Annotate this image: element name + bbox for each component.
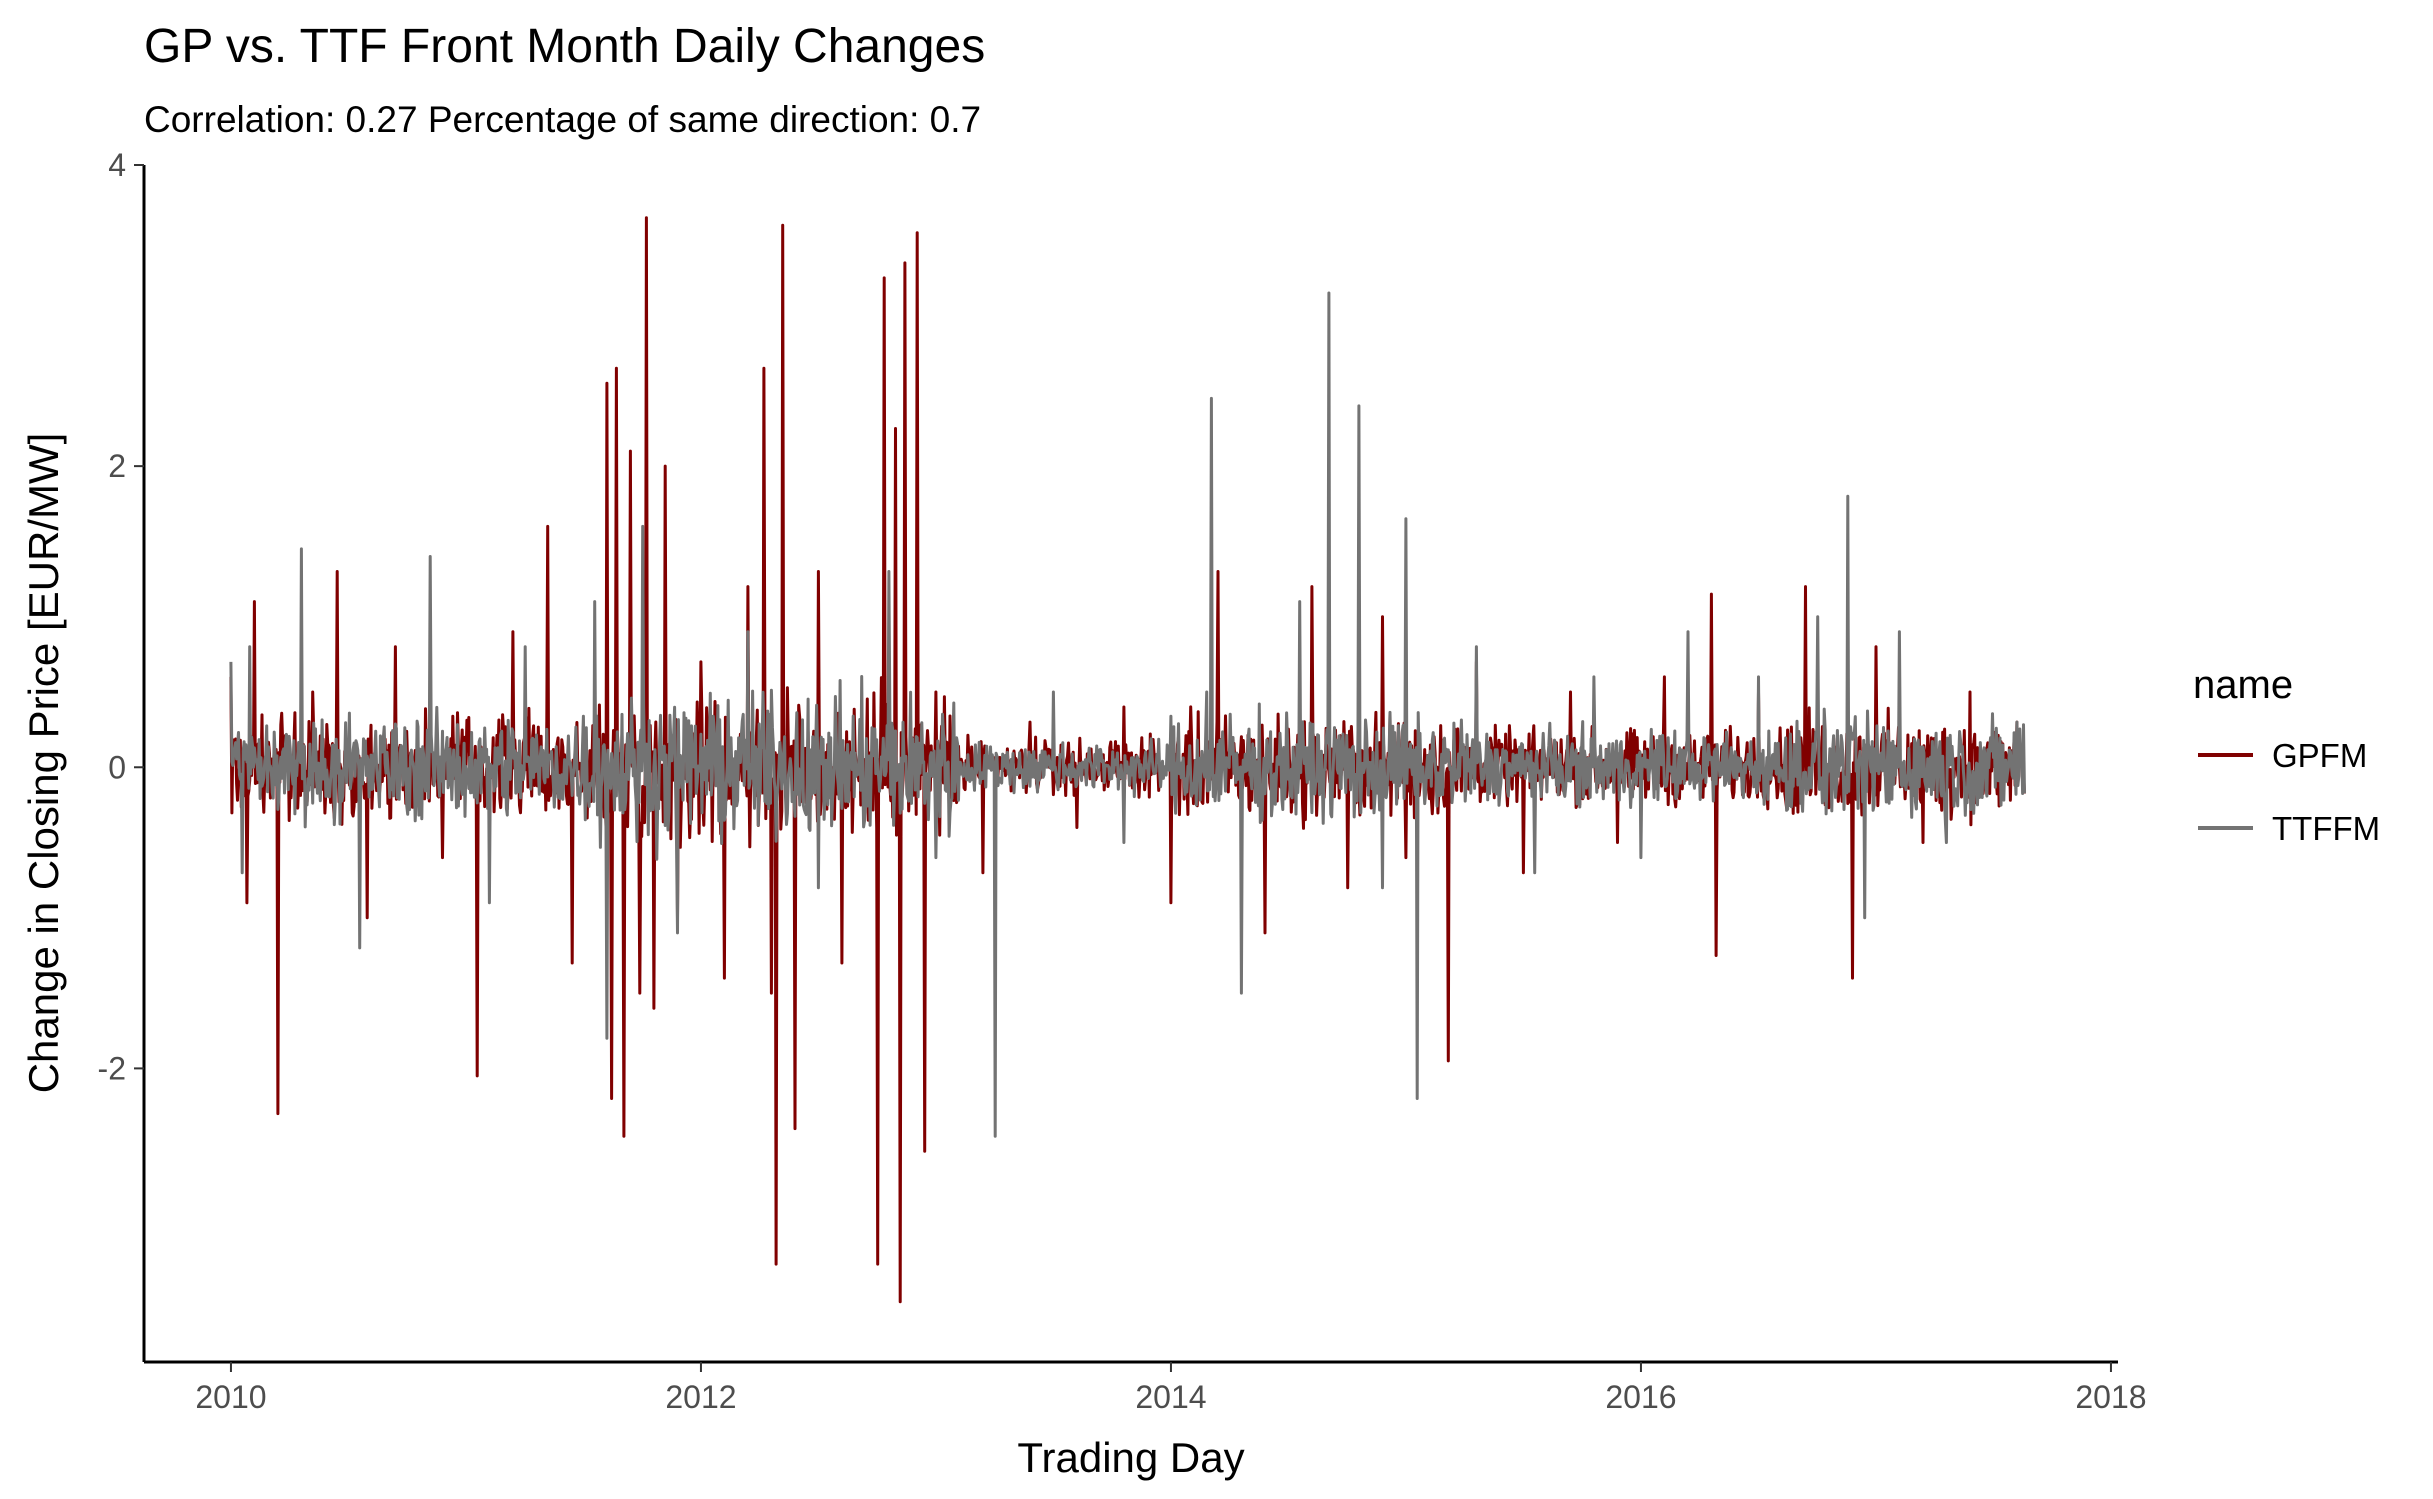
x-axis-title: Trading Day — [1017, 1434, 1244, 1481]
chart-subtitle: Correlation: 0.27 Percentage of same dir… — [144, 99, 981, 140]
y-tick-label: 0 — [108, 749, 126, 785]
x-tick-label: 2016 — [1605, 1379, 1676, 1415]
chart-title: GP vs. TTF Front Month Daily Changes — [144, 20, 985, 73]
plot-area — [229, 216, 2026, 1304]
x-tick-label: 2012 — [665, 1379, 736, 1415]
legend-title: name — [2193, 663, 2293, 707]
y-axis-ticks: -2 0 2 4 — [98, 147, 144, 1086]
y-tick-label: 4 — [108, 147, 126, 183]
x-tick-label: 2018 — [2075, 1379, 2146, 1415]
y-tick-label: -2 — [98, 1050, 126, 1086]
x-tick-label: 2014 — [1135, 1379, 1206, 1415]
legend-label-gpfm: GPFM — [2272, 737, 2367, 774]
series-line-ttffm — [229, 291, 2026, 1138]
y-tick-label: 2 — [108, 448, 126, 484]
x-tick-label: 2010 — [195, 1379, 266, 1415]
x-axis-ticks: 2010 2012 2014 2016 2018 — [195, 1362, 2147, 1415]
legend: name GPFM TTFFM — [2193, 663, 2380, 847]
legend-label-ttffm: TTFFM — [2272, 810, 2380, 847]
y-axis-title: Change in Closing Price [EUR/MW] — [20, 433, 67, 1094]
